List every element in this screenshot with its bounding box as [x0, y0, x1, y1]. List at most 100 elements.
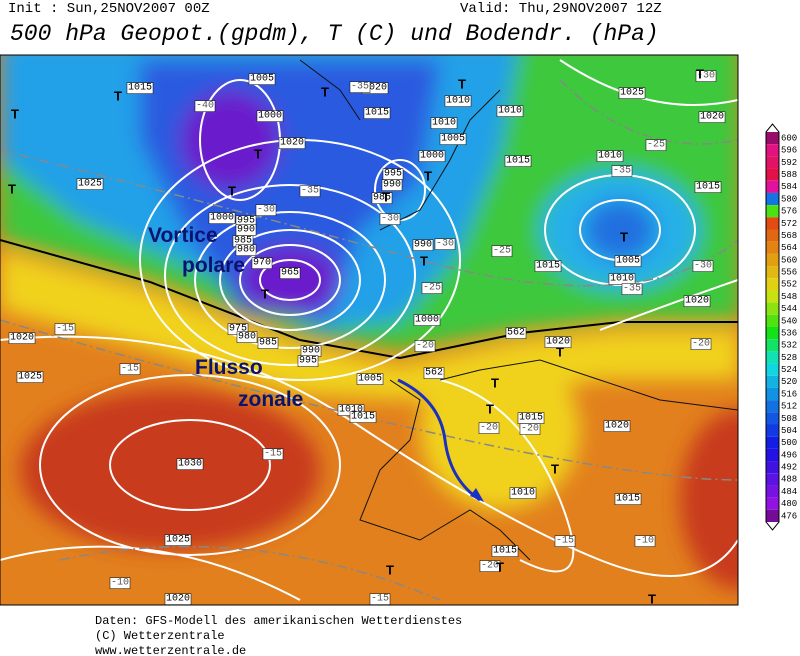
temperature-label-box	[434, 238, 456, 250]
colorbar-swatch	[766, 461, 779, 474]
temperature-label: -30	[694, 261, 712, 272]
isobar-label: 985	[259, 338, 277, 349]
temperature-label: -10	[636, 536, 654, 547]
pressure-center: T	[458, 76, 466, 91]
isobar-label-box	[371, 192, 393, 204]
colorbar-swatch	[766, 424, 779, 437]
pressure-center: T	[114, 88, 122, 103]
isobar-label: 1020	[10, 333, 34, 344]
colorbar-swatch	[766, 241, 779, 254]
temperature-label: -35	[351, 82, 369, 93]
isobar-label: 1000	[420, 151, 444, 162]
isobar-label: 1010	[511, 488, 535, 499]
temperature-label-box	[634, 535, 656, 547]
isobar-label: 995	[299, 356, 317, 367]
isobar-label: 985	[373, 193, 391, 204]
isobar-label-box	[683, 295, 711, 307]
valid-time: Valid: Thu,29NOV2007 12Z	[460, 1, 662, 17]
colorbar-swatch	[766, 387, 779, 401]
isobar-label-box	[16, 371, 44, 383]
map-frame	[0, 54, 739, 606]
coastlines	[299, 59, 738, 561]
colorbar-swatch	[766, 278, 779, 291]
pressure-center: T	[696, 66, 704, 81]
isobar-label: 1010	[598, 151, 622, 162]
isobar-label-box	[596, 150, 624, 162]
colorbar-label: 516	[781, 389, 797, 399]
isotherms	[0, 79, 738, 601]
colorbar-swatch	[766, 314, 779, 327]
isobar-label-box	[356, 373, 384, 385]
isobar-label-box	[279, 267, 301, 279]
colorbar-label: 532	[781, 341, 797, 351]
temperature-label-box	[262, 448, 284, 460]
temperature-label: -15	[121, 364, 139, 375]
colorbar-swatch	[766, 132, 779, 145]
isobar-label: 1025	[166, 535, 190, 546]
isobar-label-box	[504, 155, 532, 167]
isobar-label: 990	[302, 346, 320, 357]
colorbar-swatch	[766, 436, 779, 449]
isobar-label-box	[505, 327, 527, 339]
isobar-label: 562	[507, 328, 525, 339]
isobar-label: 1000	[210, 213, 234, 224]
isobar-label-box	[208, 212, 236, 224]
pressure-center: T	[228, 183, 236, 198]
colorbar-swatch	[766, 290, 779, 303]
colorbar-label: 568	[781, 231, 797, 241]
colorbar-label: 580	[781, 194, 797, 204]
colorbar-swatch	[766, 156, 779, 169]
isobar-label-box	[413, 314, 441, 326]
isobar-label: 1015	[365, 108, 389, 119]
colorbar-swatch	[766, 339, 779, 352]
isobar-label: 1020	[700, 112, 724, 123]
colorbar-label: 556	[781, 268, 797, 278]
temperature-label: -30	[436, 239, 454, 250]
colorbar-label: 596	[781, 146, 797, 156]
temperature-label-box	[645, 139, 667, 151]
temperature-label-box	[54, 323, 76, 335]
colorbar-label: 500	[781, 438, 797, 448]
isobar-label: 1025	[620, 88, 644, 99]
colorbar-swatch	[766, 327, 779, 340]
pressure-center: T	[496, 559, 504, 574]
colorbar-label: 488	[781, 475, 797, 485]
temperature-label-box	[421, 282, 443, 294]
isobar-label: 1015	[493, 546, 517, 557]
temperature-label: -35	[301, 186, 319, 197]
colorbar-label: 540	[781, 316, 797, 326]
colorbar-label: 572	[781, 219, 797, 229]
flow-arrow	[397, 378, 481, 502]
temperature-label: -15	[264, 449, 282, 460]
pressure-center: T	[424, 168, 432, 183]
annotation: Vortice	[148, 224, 218, 247]
colorbar-label: 528	[781, 353, 797, 363]
isobar-label: 1005	[358, 374, 382, 385]
colorbar-swatch	[766, 180, 779, 193]
temperature-label: -30	[257, 205, 275, 216]
isobar-label: 980	[237, 245, 255, 256]
isobar-label-box	[363, 107, 391, 119]
isobar-label: 995	[237, 216, 255, 227]
footer-line: Daten: GFS-Modell des amerikanischen Wet…	[95, 614, 462, 628]
temperature-label-box	[491, 245, 513, 257]
colorbar-label: 592	[781, 158, 797, 168]
isobar-label: 562	[425, 368, 443, 379]
colorbar-swatch	[766, 192, 779, 206]
isobar-label: 1015	[616, 494, 640, 505]
pressure-center: T	[382, 189, 390, 204]
temperature-label-box	[349, 81, 371, 93]
temperature-label-box	[414, 340, 436, 352]
colorbar-label: 564	[781, 243, 797, 253]
isobar-label-box	[491, 545, 519, 557]
colorbar-label: 496	[781, 450, 797, 460]
colorbar-label: 492	[781, 463, 797, 473]
temperature-label-box	[692, 260, 714, 272]
temperature-label: -20	[692, 339, 710, 350]
temperature-label: -25	[493, 246, 511, 257]
colorbar-outline	[765, 123, 780, 531]
temperature-label-box	[299, 185, 321, 197]
pressure-center: T	[386, 562, 394, 577]
isobar-label-box	[496, 105, 524, 117]
isobar-label-box	[534, 260, 562, 272]
